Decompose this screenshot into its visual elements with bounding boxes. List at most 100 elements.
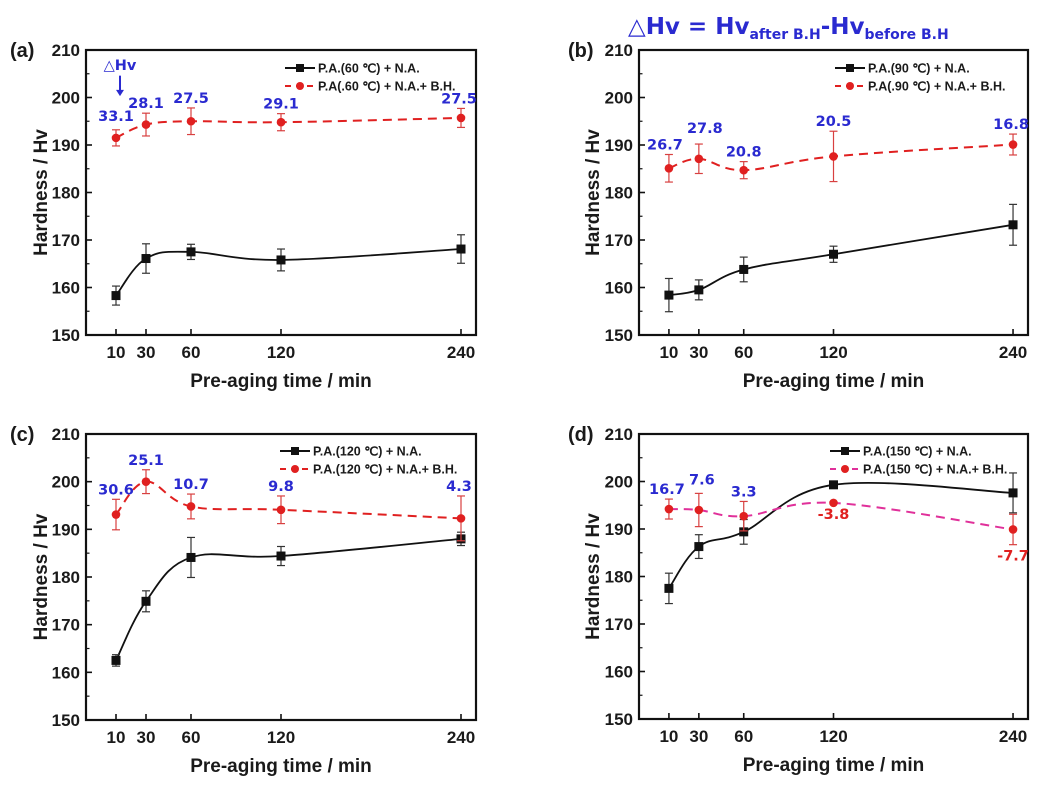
y-axis-title: Hardness / Hv [583, 129, 604, 256]
data-point-circle [141, 477, 151, 486]
legend-label: P.A.(150 ℃) + N.A.+ B.H. [863, 463, 1007, 477]
svg-text:△Hv = Hvafter B.H-Hvbefore B.H: △Hv = Hvafter B.H-Hvbefore B.H [628, 14, 949, 43]
y-tick-label: 160 [52, 279, 80, 298]
series-line [668, 143, 1014, 172]
data-point-square [276, 551, 286, 561]
legend-marker-square [846, 64, 854, 72]
series-natural-aged [664, 472, 1018, 605]
legend-label: P.A.(150 ℃) + N.A. [863, 445, 972, 459]
y-tick-label: 190 [52, 520, 80, 539]
delta-hv-label: -3.8 [818, 507, 850, 523]
y-tick-label: 190 [52, 136, 80, 155]
arrow-head-icon [116, 89, 124, 97]
x-tick-label: 60 [182, 343, 201, 362]
x-tick-label: 30 [689, 727, 708, 746]
series-line [668, 501, 1014, 531]
data-point-square [739, 527, 749, 537]
series-line [668, 481, 1014, 589]
delta-hv-label: 25.1 [128, 453, 164, 469]
series-bake-hardened [664, 130, 1018, 183]
y-tick-label: 170 [605, 231, 633, 250]
y-tick-label: 160 [605, 279, 633, 298]
delta-hv-label: 16.8 [993, 117, 1029, 133]
x-tick-label: 60 [182, 728, 201, 747]
x-tick-label: 30 [137, 343, 156, 362]
data-point-circle [664, 504, 674, 514]
y-tick-label: 190 [605, 136, 633, 155]
legend-marker-square [841, 447, 849, 455]
data-point-square [111, 655, 121, 665]
data-point-circle [829, 498, 838, 508]
formula-sub-before: before B.H [864, 27, 948, 43]
legend-label: P.A.(90 ℃) + N.A. [868, 62, 970, 76]
series-line [668, 223, 1014, 296]
data-point-square [456, 244, 466, 254]
data-point-circle [456, 514, 466, 523]
y-tick-label: 190 [605, 520, 633, 539]
y-tick-label: 160 [605, 663, 633, 682]
data-point-square [664, 583, 674, 593]
y-tick-label: 150 [52, 711, 80, 730]
x-tick-label: 60 [734, 727, 753, 746]
delta-hv-label: 20.5 [816, 114, 852, 130]
y-tick-label: 200 [52, 473, 80, 492]
delta-hv-label: 27.5 [173, 91, 209, 107]
series-line [115, 116, 462, 139]
legend: P.A.(90 ℃) + N.A. P.A(.90 ℃) + N.A.+ B.H. [835, 62, 1005, 94]
delta-hv-label: 27.5 [441, 91, 477, 107]
delta-hv-label: 16.7 [649, 482, 685, 498]
data-point-circle [694, 505, 704, 515]
formula-mid: -Hv [821, 14, 865, 40]
delta-hv-label: 27.8 [687, 121, 723, 137]
x-tick-label: 120 [819, 343, 847, 362]
legend-marker-circle [291, 465, 299, 473]
data-point-square [141, 254, 151, 264]
panel-label: (b) [568, 40, 594, 62]
series-bake-hardened [664, 492, 1018, 546]
delta-hv-label: 7.6 [689, 472, 715, 488]
data-point-square [186, 247, 196, 257]
legend-marker-circle [296, 82, 304, 90]
series-line [115, 248, 462, 297]
chart-panel-1: (a) 150 160 170 180 190 200 210 10 30 60 120 240 Pre-… [10, 40, 478, 392]
series-bake-hardened [111, 469, 466, 542]
data-point-square [186, 552, 196, 562]
data-point-square [739, 264, 749, 274]
legend-label: P.A.(120 ℃) + N.A. [313, 445, 422, 459]
y-tick-label: 170 [52, 616, 80, 635]
delta-hv-formula: △Hv = Hvafter B.H-Hvbefore B.H [628, 14, 949, 43]
legend-label: P.A.(120 ℃) + N.A.+ B.H. [313, 463, 457, 477]
x-tick-label: 10 [107, 343, 126, 362]
delta-hv-label: 26.7 [647, 138, 683, 154]
chart-panel-4: (d) 150 160 170 180 190 200 210 10 30 60 120 240 Pre-… [568, 424, 1030, 776]
delta-hv-label: 4.3 [446, 479, 472, 495]
x-tick-label: 30 [689, 343, 708, 362]
x-tick-label: 120 [267, 728, 295, 747]
chart-panel-3: (c) 150 160 170 180 190 200 210 10 30 60 120 240 Pre-… [10, 424, 478, 777]
legend-label: P.A(.90 ℃) + N.A.+ B.H. [868, 80, 1005, 94]
y-tick-label: 160 [52, 663, 80, 682]
data-point-circle [829, 152, 838, 161]
y-tick-label: 210 [605, 425, 633, 444]
data-point-circle [186, 502, 196, 511]
series-bake-hardened [111, 107, 466, 147]
data-point-square [141, 596, 151, 606]
delta-hv-label: 28.1 [128, 96, 164, 112]
data-point-circle [276, 117, 286, 127]
delta-hv-label: 20.8 [726, 145, 762, 161]
data-point-square [664, 290, 674, 300]
data-point-circle [276, 505, 286, 515]
panel-label: (d) [568, 424, 594, 446]
x-tick-label: 10 [107, 728, 126, 747]
y-tick-label: 180 [52, 184, 80, 203]
delta-hv-label: 30.6 [98, 482, 134, 498]
data-point-square [1008, 488, 1018, 498]
x-axis-title: Pre-aging time / min [743, 755, 925, 776]
y-tick-label: 210 [605, 41, 633, 60]
legend-marker-circle [846, 82, 854, 90]
y-axis-title: Hardness / Hv [31, 129, 52, 256]
data-point-circle [739, 165, 749, 175]
legend: P.A.(150 ℃) + N.A. P.A.(150 ℃) + N.A.+ B.… [830, 445, 1007, 477]
series-natural-aged [664, 203, 1018, 313]
data-point-circle [456, 113, 466, 123]
